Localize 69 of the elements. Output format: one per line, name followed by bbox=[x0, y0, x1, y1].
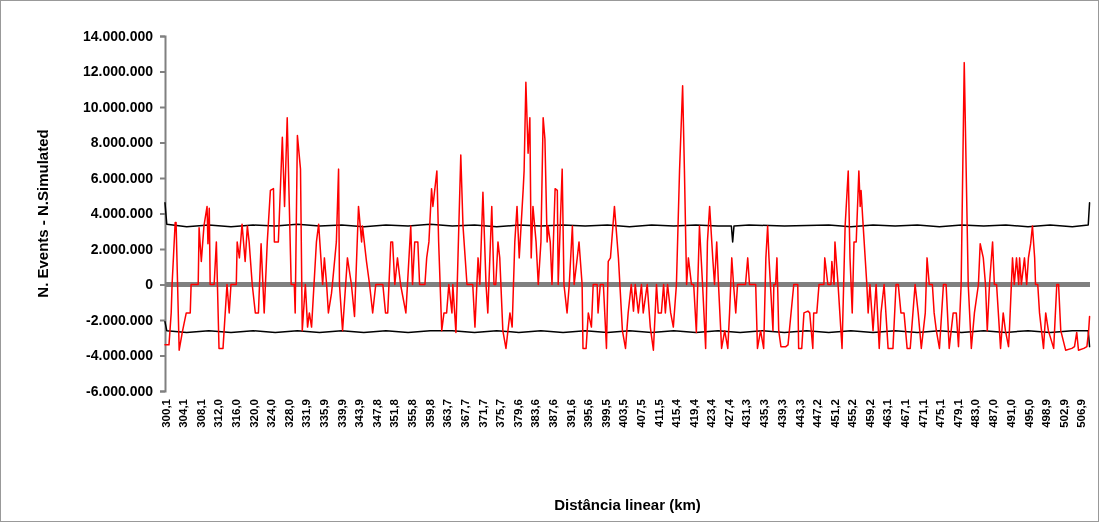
y-axis-title: N. Events - N.Simulated bbox=[34, 129, 51, 298]
x-tick-label: 355,8 bbox=[406, 398, 419, 428]
x-tick-label: 359,8 bbox=[423, 398, 436, 428]
x-tick-label: 506,9 bbox=[1075, 399, 1088, 428]
x-tick-label: 498,9 bbox=[1039, 399, 1052, 428]
x-tick-label: 475,1 bbox=[934, 398, 947, 428]
x-tick-label: 308,1 bbox=[194, 398, 207, 428]
x-tick-label: 375,7 bbox=[494, 399, 507, 428]
y-tick-label: -4.000.000 bbox=[86, 347, 154, 364]
x-tick-label: 423,4 bbox=[705, 398, 718, 428]
x-tick-label: 491,0 bbox=[1004, 399, 1017, 428]
x-tick-label: 324,0 bbox=[265, 399, 278, 428]
y-tick-label: -6.000.000 bbox=[86, 382, 154, 399]
x-tick-label: 483,0 bbox=[969, 399, 982, 428]
x-tick-label: 439,3 bbox=[775, 399, 788, 428]
x-axis-title: Distância linear (km) bbox=[554, 496, 701, 513]
x-tick-label: 399,5 bbox=[599, 398, 612, 428]
x-tick-label: 347,8 bbox=[370, 398, 383, 428]
x-tick-label: 467,1 bbox=[898, 398, 911, 428]
line-series bbox=[164, 321, 1091, 348]
x-tick-label: 371,7 bbox=[476, 399, 489, 428]
y-tick-label: 6.000.000 bbox=[90, 169, 154, 186]
x-tick-label: 463,1 bbox=[881, 398, 894, 428]
x-tick-label: 363,7 bbox=[441, 399, 454, 428]
x-tick-label: 339,9 bbox=[335, 399, 348, 428]
x-tick-label: 387,6 bbox=[546, 399, 559, 428]
x-tick-label: 383,6 bbox=[529, 399, 542, 428]
x-tick-label: 431,3 bbox=[740, 399, 753, 428]
y-tick-label: 12.000.000 bbox=[82, 63, 154, 80]
x-tick-label: 502,9 bbox=[1057, 399, 1070, 428]
x-tick-label: 331,9 bbox=[300, 399, 313, 428]
x-tick-label: 479,1 bbox=[952, 398, 965, 428]
y-tick-label: -2.000.000 bbox=[86, 311, 154, 328]
x-tick-label: 451,2 bbox=[828, 399, 841, 428]
x-tick-label: 411,5 bbox=[652, 398, 665, 428]
x-tick-label: 447,2 bbox=[810, 399, 823, 428]
x-tick-label: 403,5 bbox=[617, 398, 630, 428]
x-tick-label: 316,0 bbox=[229, 399, 242, 428]
y-tick-label: 4.000.000 bbox=[90, 205, 154, 222]
x-tick-label: 343,9 bbox=[353, 399, 366, 428]
y-tick-label: 2.000.000 bbox=[90, 240, 154, 257]
line-series bbox=[164, 202, 1091, 243]
x-tick-label: 455,2 bbox=[846, 399, 859, 428]
x-tick-label: 320,0 bbox=[247, 399, 260, 428]
x-tick-label: 495,0 bbox=[1022, 399, 1035, 428]
x-tick-label: 328,0 bbox=[283, 399, 296, 428]
x-tick-label: 391,6 bbox=[564, 399, 577, 428]
y-tick-label: 8.000.000 bbox=[90, 134, 154, 151]
x-tick-label: 427,4 bbox=[723, 398, 736, 428]
x-tick-label: 443,3 bbox=[793, 399, 806, 428]
x-tick-label: 471,1 bbox=[916, 398, 929, 428]
x-tick-label: 435,3 bbox=[758, 399, 771, 428]
y-tick-label: 10.000.000 bbox=[82, 98, 154, 115]
y-tick-label: 0 bbox=[145, 276, 154, 293]
x-tick-label: 300,1 bbox=[159, 398, 172, 428]
x-tick-label: 304,1 bbox=[177, 398, 190, 428]
x-tick-label: 351,8 bbox=[388, 398, 401, 428]
x-tick-label: 312,0 bbox=[212, 399, 225, 428]
x-tick-label: 459,2 bbox=[864, 399, 877, 428]
x-tick-label: 335,9 bbox=[318, 399, 331, 428]
x-tick-label: 415,4 bbox=[670, 398, 683, 428]
x-tick-label: 395,6 bbox=[582, 399, 595, 428]
x-tick-label: 379,6 bbox=[511, 399, 524, 428]
line-series bbox=[164, 61, 1091, 351]
x-tick-label: 419,4 bbox=[687, 398, 700, 428]
x-tick-label: 407,5 bbox=[635, 398, 648, 428]
x-tick-label: 367,7 bbox=[458, 399, 471, 428]
y-tick-label: 14.000.000 bbox=[82, 27, 154, 44]
x-tick-label: 487,0 bbox=[987, 399, 1000, 428]
